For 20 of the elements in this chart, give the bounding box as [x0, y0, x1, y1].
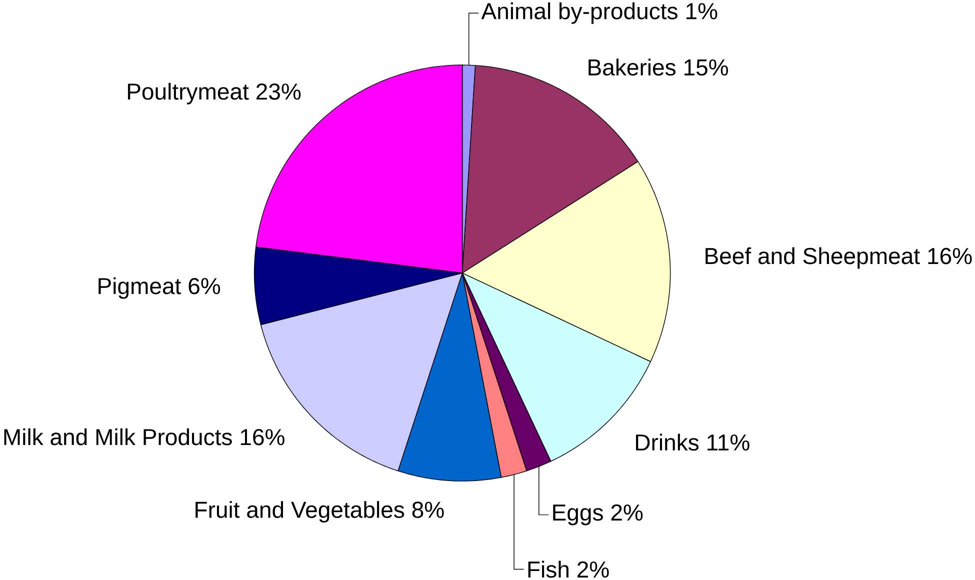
data-label: 16% [928, 248, 972, 264]
data-label: 6% [188, 278, 220, 294]
data-label: 8% [412, 502, 444, 518]
slice-label: Bakeries [588, 58, 676, 76]
slice-label: Fruit and Vegetables [196, 501, 404, 522]
slice-label: Milk and Milk Products [4, 428, 232, 446]
slice-label: Eggs [553, 504, 603, 526]
data-label: 2% [578, 561, 609, 578]
data-label: 11% [708, 434, 750, 451]
slice-label: Drinks [636, 434, 699, 451]
data-label: 16% [240, 428, 284, 446]
data-label: 2% [611, 504, 643, 521]
data-label: 15% [684, 59, 728, 76]
data-label: 23% [256, 83, 301, 100]
slice-label: Beef and Sheepmeat [706, 247, 920, 269]
data-label: 1% [686, 3, 718, 20]
slice-label: Pigmeat [98, 277, 182, 299]
slice-label: Animal by-products [481, 2, 678, 24]
slice-label: Fish [528, 560, 568, 578]
slice-label: Poultrymeat [128, 82, 249, 104]
